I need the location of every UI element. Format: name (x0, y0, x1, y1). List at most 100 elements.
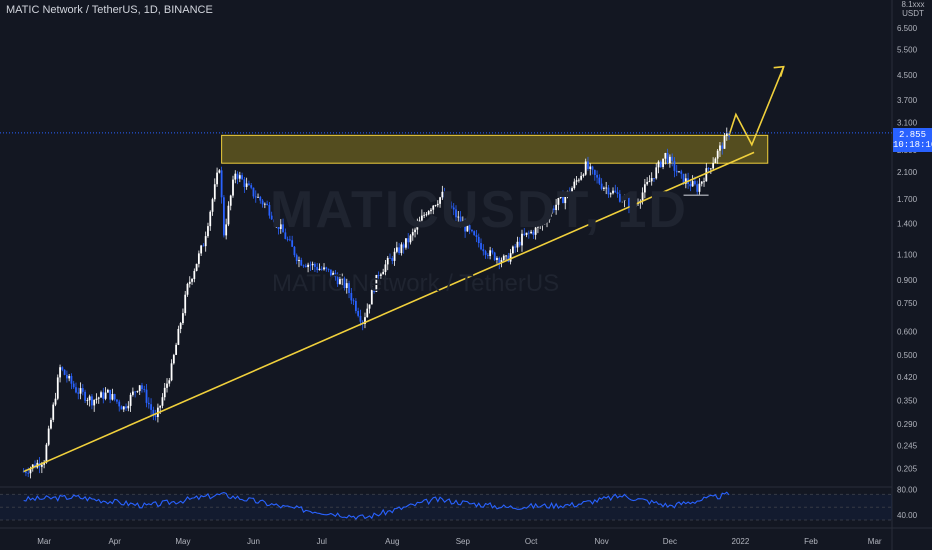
candle-body (88, 396, 91, 401)
candle-body (555, 204, 558, 211)
rsi-line (23, 491, 730, 520)
candle-body (662, 158, 664, 167)
candle-body (282, 224, 284, 233)
candle-body (691, 181, 694, 187)
candle-body (616, 192, 619, 194)
candle-body (471, 229, 473, 232)
candle-body (197, 253, 200, 264)
candle-body (466, 225, 469, 232)
candle-body (525, 232, 528, 235)
candle-body (678, 171, 680, 173)
y-tick-label: 0.600 (897, 328, 918, 337)
y-tick-label: 0.420 (897, 373, 918, 382)
candle-body (182, 313, 184, 324)
candle-body (309, 264, 312, 266)
candle-body (630, 201, 633, 208)
candle-body (263, 203, 266, 205)
candle-body (104, 392, 107, 399)
candle-body (484, 251, 487, 255)
candle-body (304, 265, 307, 267)
candle-body (75, 387, 77, 393)
rsi-upper-label: 80.00 (897, 485, 918, 494)
candle-body (694, 181, 696, 185)
x-tick-label: 2022 (732, 537, 750, 546)
candle-body (420, 215, 423, 221)
candle-body (393, 251, 396, 261)
candle-body (84, 391, 86, 401)
candle-body (266, 203, 269, 206)
candle-body (252, 187, 255, 197)
candle-body (175, 344, 178, 355)
candle-body (279, 224, 282, 229)
candle-body (377, 274, 380, 276)
candle-body (486, 254, 489, 256)
candle-body (193, 270, 196, 279)
candle-body (111, 394, 114, 400)
candle-body (614, 190, 617, 193)
candle-body (500, 260, 503, 263)
candle-body (407, 238, 410, 243)
candle-body (423, 214, 426, 216)
y-tick-label: 0.750 (897, 299, 918, 308)
candle-body (364, 317, 366, 325)
candle-body (316, 266, 319, 270)
candle-body (464, 222, 467, 232)
resistance-zone (221, 134, 769, 164)
candle-body (45, 444, 48, 463)
candle-body (439, 197, 441, 204)
candle-body (575, 180, 578, 182)
candle-body (391, 258, 394, 261)
candle-body (86, 400, 89, 402)
candle-body (323, 267, 325, 270)
candle-body (698, 183, 701, 192)
candle-body (184, 294, 187, 314)
candle-body (254, 196, 257, 198)
candle-body (275, 220, 278, 223)
candle-body (498, 257, 501, 263)
candle-body (159, 405, 162, 408)
candle-body (273, 219, 275, 223)
candle-body (307, 264, 309, 267)
candle-body (477, 236, 480, 244)
candle-body (448, 197, 451, 206)
projection-arrowhead (773, 65, 785, 77)
candle-body (120, 406, 123, 410)
candle-body (81, 388, 84, 392)
candle-body (154, 415, 157, 418)
last-price-tag: 2.855 10:18:16 (893, 128, 932, 152)
candle-body (122, 406, 125, 410)
candle-body (625, 197, 628, 199)
candle-body (91, 396, 93, 406)
rsi-lower-label: 40.00 (897, 511, 918, 520)
candle-body (143, 389, 146, 390)
candle-body (723, 135, 726, 149)
candle-body (650, 178, 653, 182)
candle-body (609, 193, 612, 195)
candle-body (329, 269, 332, 276)
candle-body (232, 179, 234, 196)
candle-body (605, 187, 608, 189)
candle-body (521, 233, 523, 246)
candle-body (373, 290, 375, 292)
candle-body (539, 225, 542, 227)
candle-body (40, 464, 43, 467)
candle-body (703, 181, 705, 183)
candle-body (389, 257, 391, 259)
candle-body (527, 232, 530, 234)
candle-body (600, 183, 603, 189)
candle-body (97, 397, 100, 399)
candle-body (434, 205, 437, 206)
candle-body (657, 161, 660, 168)
candle-body (618, 193, 621, 202)
candle-body (332, 272, 335, 276)
candle-body (47, 428, 50, 445)
candle-body (436, 203, 439, 206)
candle-body (416, 223, 419, 230)
candle-body (382, 271, 385, 275)
candle-body (507, 255, 510, 262)
candle-body (227, 205, 230, 225)
candle-body (537, 226, 539, 228)
candle-body (54, 398, 57, 405)
candle-body (659, 161, 662, 167)
